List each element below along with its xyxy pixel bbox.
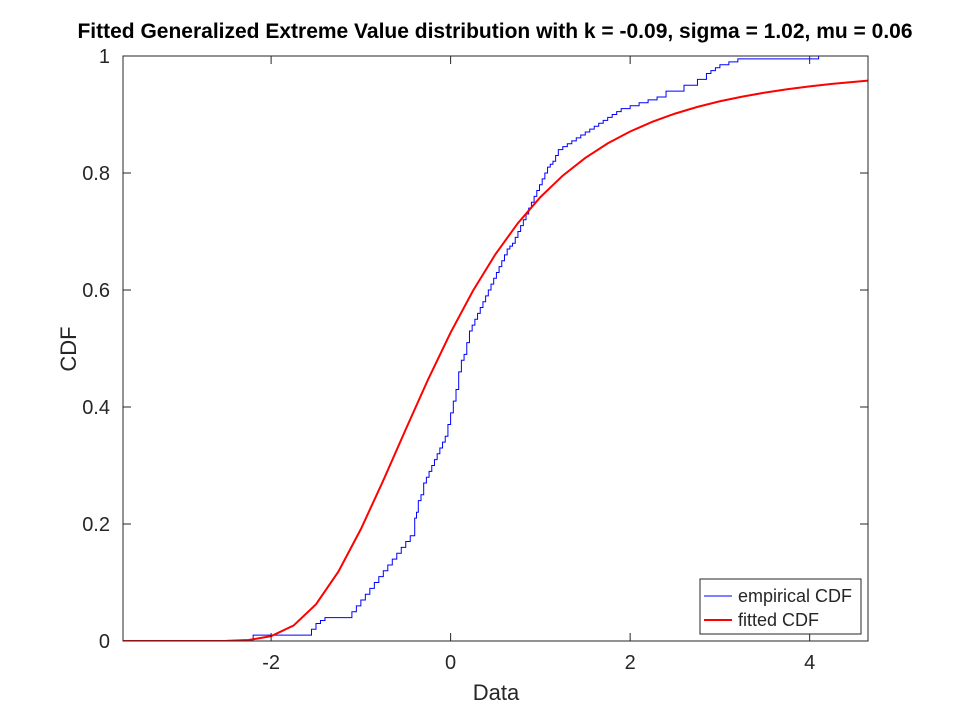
legend-box — [699, 578, 862, 635]
series-layer — [123, 56, 868, 641]
x-axis-label: Data — [473, 680, 520, 705]
axes-box — [122, 55, 869, 642]
ticks-layer: -2 0 2 4 0 0.2 0.4 0.6 0.8 1 — [82, 46, 868, 674]
y-axis-label: CDF — [56, 326, 81, 371]
y-tick-label: 0.8 — [82, 163, 110, 185]
x-tick-label: 4 — [804, 652, 815, 674]
y-tick-label: 1 — [99, 46, 110, 68]
x-tick-label: 0 — [445, 652, 456, 674]
series-line-fitted-cdf — [123, 79, 868, 641]
plot-area — [123, 56, 868, 641]
x-tick-label: -2 — [262, 652, 280, 674]
y-tick-label: 0.4 — [82, 397, 110, 419]
x-tick-label: 2 — [625, 652, 636, 674]
y-tick-label: 0 — [99, 631, 110, 653]
legend-label-empirical: empirical CDF — [738, 586, 852, 606]
y-tick-label: 0.6 — [82, 280, 110, 302]
y-tick-label: 0.2 — [82, 514, 110, 536]
legend-label-fitted: fitted CDF — [738, 610, 819, 630]
series-line-empirical-cdf — [123, 56, 868, 641]
legend: empirical CDF fitted CDF — [699, 578, 862, 635]
chart-title: Fitted Generalized Extreme Value distrib… — [77, 20, 912, 43]
